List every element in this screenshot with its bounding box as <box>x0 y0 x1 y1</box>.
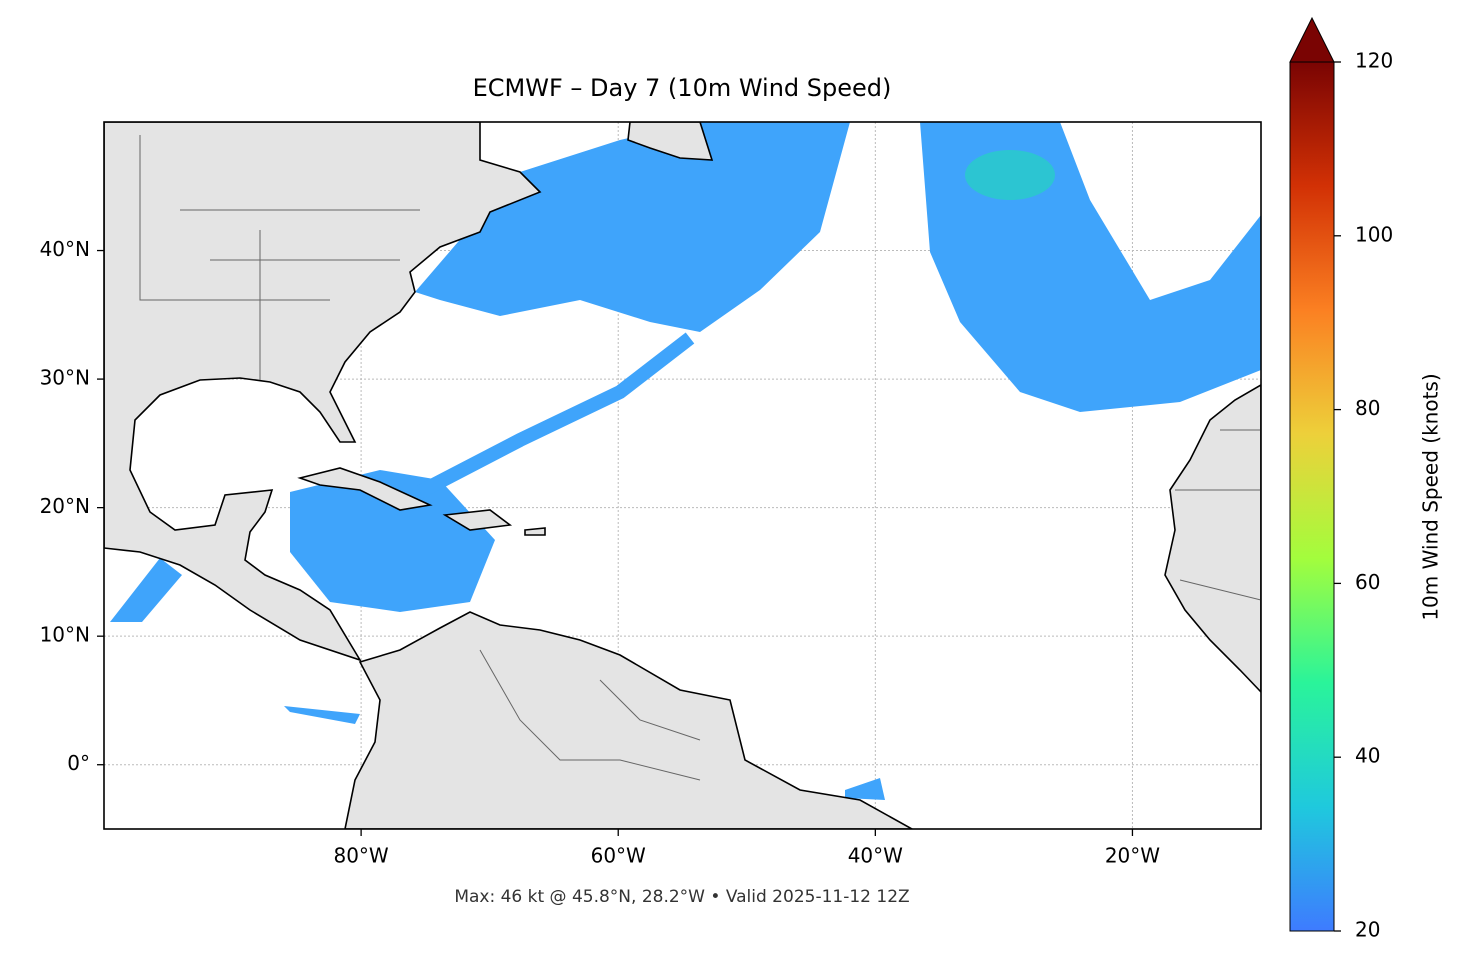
colorbar-tick-label: 20 <box>1355 918 1380 942</box>
chart-title: ECMWF – Day 7 (10m Wind Speed) <box>473 74 892 102</box>
wind-swath <box>284 706 885 800</box>
y-tick-label: 40°N <box>40 237 90 261</box>
wind-max <box>965 150 1055 200</box>
colorbar-tick-label: 80 <box>1355 396 1380 420</box>
wind-streak <box>416 332 695 499</box>
colorbar: 10m Wind Speed (knots) 20 40 60 80 100 120 <box>1289 16 1443 942</box>
x-tick-label: 20°W <box>1105 844 1160 868</box>
land-newfoundland <box>627 122 714 161</box>
land-cuba <box>297 467 546 536</box>
colorbar-tick-label: 120 <box>1355 49 1393 73</box>
colorbar-tick-label: 60 <box>1355 570 1380 594</box>
x-tick-label: 40°W <box>848 844 903 868</box>
y-tick-label: 0° <box>67 751 90 775</box>
y-tick-label: 20°N <box>40 494 90 518</box>
colorbar-label: 10m Wind Speed (knots) <box>1419 373 1443 620</box>
caption: Max: 46 kt @ 45.8°N, 28.2°W • Valid 2025… <box>454 887 909 907</box>
colorbar-tick-label: 100 <box>1355 222 1393 246</box>
wind-swath <box>110 558 182 622</box>
axes: 80°W 60°W 40°W 20°W 0° 10°N 20°N 30°N 40°N <box>40 237 1161 867</box>
colorbar-tick-label: 40 <box>1355 744 1380 768</box>
colorbar-bar <box>1289 61 1335 932</box>
wind-swath <box>415 122 850 332</box>
y-tick-label: 10°N <box>40 623 90 647</box>
land-south-america <box>344 611 914 829</box>
wind-swath <box>290 470 495 612</box>
y-tick-label: 30°N <box>40 366 90 390</box>
x-tick-label: 60°W <box>591 844 646 868</box>
land-africa <box>1164 384 1261 694</box>
colorbar-extend <box>1289 16 1335 63</box>
map-area <box>104 122 1261 829</box>
land-north-america <box>104 122 542 662</box>
map-frame <box>103 121 1262 830</box>
x-tick-label: 80°W <box>333 844 388 868</box>
borders <box>139 135 1261 781</box>
